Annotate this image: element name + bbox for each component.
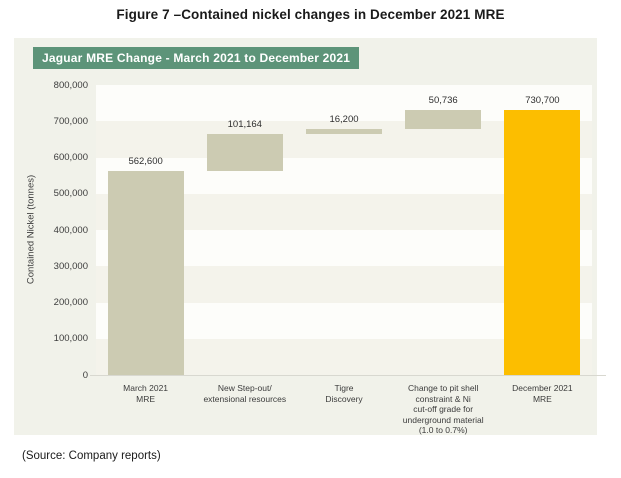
y-tick-label: 600,000: [53, 152, 88, 163]
x-category-label: Tigre Discovery: [325, 383, 363, 404]
source-note: (Source: Company reports): [22, 450, 161, 462]
y-tick-label: 400,000: [53, 224, 88, 236]
bar-value-label: 562,600: [128, 156, 163, 168]
figure-title: Figure 7 –Contained nickel changes in De…: [116, 7, 505, 22]
bar-value-label: 101,164: [227, 119, 262, 131]
bar-tigre-discovery: [306, 128, 382, 135]
chart-title: Jaguar MRE Change - March 2021 to Decemb…: [33, 47, 360, 69]
x-category-label: Change to pit shell constraint & Ni cut-of…: [402, 383, 484, 435]
bar-new-step-out-extensional-resources: [206, 134, 283, 172]
bar-march-2021-mre: [107, 171, 184, 375]
y-tick-label: 200,000: [53, 297, 88, 308]
plot-area: 562,600 101,164 16,200 50,736 730,700: [96, 85, 592, 375]
y-tick-label: 0: [82, 369, 88, 381]
x-category-label: New Step-out/extensional resources: [203, 383, 287, 404]
x-category-label: March 2021 MRE: [123, 383, 169, 404]
bar-pit-shell-constraint-cutoff-grade: [405, 110, 482, 129]
bar-value-label: 50,736: [428, 95, 458, 107]
y-tick-label: 700,000: [53, 115, 88, 127]
x-category-label: December 2021 MRE: [512, 383, 573, 404]
x-axis-baseline: [90, 375, 606, 376]
chart-panel: Jaguar MRE Change - March 2021 to Decemb…: [14, 38, 606, 435]
y-tick-label: 800,000: [53, 79, 88, 91]
bar-december-2021-mre: [504, 110, 581, 375]
bar-value-label: 16,200: [329, 113, 359, 125]
bar-value-label: 730,700: [525, 95, 560, 107]
y-tick-label: 300,000: [53, 260, 88, 272]
y-tick-label: 500,000: [53, 188, 88, 200]
y-tick-label: 100,000: [53, 333, 88, 345]
